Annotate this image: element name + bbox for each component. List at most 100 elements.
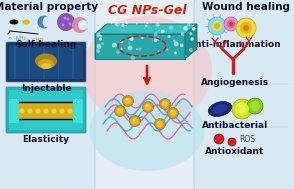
Ellipse shape bbox=[208, 101, 232, 116]
Circle shape bbox=[240, 22, 252, 34]
Circle shape bbox=[128, 46, 132, 50]
Circle shape bbox=[144, 104, 151, 111]
Circle shape bbox=[154, 38, 157, 42]
Circle shape bbox=[227, 20, 235, 28]
Circle shape bbox=[161, 101, 168, 108]
Bar bbox=[9, 90, 83, 130]
Ellipse shape bbox=[43, 16, 51, 28]
Circle shape bbox=[236, 18, 256, 38]
Text: Material property: Material property bbox=[0, 2, 98, 12]
Circle shape bbox=[59, 108, 64, 114]
Circle shape bbox=[101, 42, 104, 45]
Text: Angiogenesis: Angiogenesis bbox=[201, 78, 269, 87]
Bar bbox=[14, 46, 16, 79]
Circle shape bbox=[125, 25, 127, 26]
Circle shape bbox=[112, 43, 117, 48]
Circle shape bbox=[96, 49, 100, 53]
Circle shape bbox=[156, 23, 160, 27]
Circle shape bbox=[247, 98, 263, 114]
Circle shape bbox=[155, 119, 166, 129]
Text: Antibacterial: Antibacterial bbox=[202, 121, 268, 130]
Circle shape bbox=[64, 16, 66, 19]
Circle shape bbox=[121, 48, 123, 50]
Circle shape bbox=[128, 42, 131, 44]
Circle shape bbox=[36, 108, 41, 114]
Circle shape bbox=[125, 98, 128, 101]
Circle shape bbox=[97, 44, 101, 49]
Polygon shape bbox=[95, 24, 107, 59]
Bar bbox=[9, 45, 83, 79]
Circle shape bbox=[158, 30, 160, 32]
Circle shape bbox=[168, 35, 171, 38]
Circle shape bbox=[138, 48, 141, 51]
Circle shape bbox=[189, 48, 193, 52]
Circle shape bbox=[100, 35, 102, 37]
Circle shape bbox=[232, 99, 252, 119]
FancyBboxPatch shape bbox=[16, 102, 76, 119]
Circle shape bbox=[174, 51, 177, 54]
Circle shape bbox=[124, 98, 131, 105]
Circle shape bbox=[66, 18, 69, 20]
Circle shape bbox=[131, 56, 135, 60]
Text: Self-healing: Self-healing bbox=[15, 40, 77, 49]
Circle shape bbox=[117, 108, 120, 111]
Text: Elasticity: Elasticity bbox=[23, 135, 69, 144]
Circle shape bbox=[116, 22, 120, 26]
Circle shape bbox=[121, 24, 125, 27]
Polygon shape bbox=[95, 24, 197, 34]
Circle shape bbox=[166, 49, 168, 51]
Circle shape bbox=[99, 37, 102, 41]
Circle shape bbox=[187, 23, 191, 26]
Circle shape bbox=[214, 134, 224, 144]
Circle shape bbox=[160, 98, 171, 109]
Circle shape bbox=[214, 23, 220, 29]
Text: = -NH₂: = -NH₂ bbox=[8, 36, 26, 41]
Circle shape bbox=[116, 108, 123, 115]
FancyBboxPatch shape bbox=[6, 87, 86, 133]
Circle shape bbox=[183, 26, 188, 31]
Circle shape bbox=[208, 17, 226, 35]
Circle shape bbox=[181, 33, 185, 36]
Circle shape bbox=[168, 108, 178, 119]
Text: Anti-inflammation: Anti-inflammation bbox=[189, 40, 281, 49]
Circle shape bbox=[123, 95, 133, 106]
Ellipse shape bbox=[35, 53, 57, 68]
Text: Antioxidant: Antioxidant bbox=[205, 147, 265, 156]
Circle shape bbox=[180, 43, 183, 47]
Polygon shape bbox=[95, 34, 185, 59]
Circle shape bbox=[111, 23, 113, 24]
Circle shape bbox=[158, 50, 160, 52]
Circle shape bbox=[98, 43, 100, 45]
Circle shape bbox=[61, 23, 64, 26]
Text: Injectable: Injectable bbox=[21, 84, 71, 93]
Circle shape bbox=[120, 40, 123, 43]
Circle shape bbox=[173, 39, 176, 42]
Ellipse shape bbox=[9, 19, 19, 25]
Text: Wound healing: Wound healing bbox=[202, 2, 290, 12]
Text: = CHO: = CHO bbox=[26, 38, 44, 43]
Bar bbox=[58, 46, 59, 79]
Circle shape bbox=[228, 138, 236, 146]
Circle shape bbox=[69, 22, 71, 26]
Circle shape bbox=[235, 102, 249, 116]
Circle shape bbox=[57, 13, 75, 31]
Circle shape bbox=[157, 121, 160, 124]
Circle shape bbox=[243, 25, 249, 31]
FancyBboxPatch shape bbox=[6, 42, 86, 82]
Circle shape bbox=[125, 21, 128, 24]
Circle shape bbox=[169, 26, 173, 30]
Circle shape bbox=[141, 36, 144, 39]
Circle shape bbox=[145, 104, 148, 107]
Circle shape bbox=[238, 105, 246, 113]
Circle shape bbox=[191, 37, 194, 41]
Ellipse shape bbox=[89, 91, 205, 171]
Circle shape bbox=[224, 17, 238, 31]
Ellipse shape bbox=[38, 59, 54, 69]
Ellipse shape bbox=[82, 16, 212, 126]
Circle shape bbox=[170, 109, 176, 116]
Circle shape bbox=[170, 110, 173, 113]
Circle shape bbox=[116, 50, 120, 54]
Circle shape bbox=[192, 27, 196, 31]
Ellipse shape bbox=[41, 63, 51, 69]
Circle shape bbox=[132, 118, 135, 121]
